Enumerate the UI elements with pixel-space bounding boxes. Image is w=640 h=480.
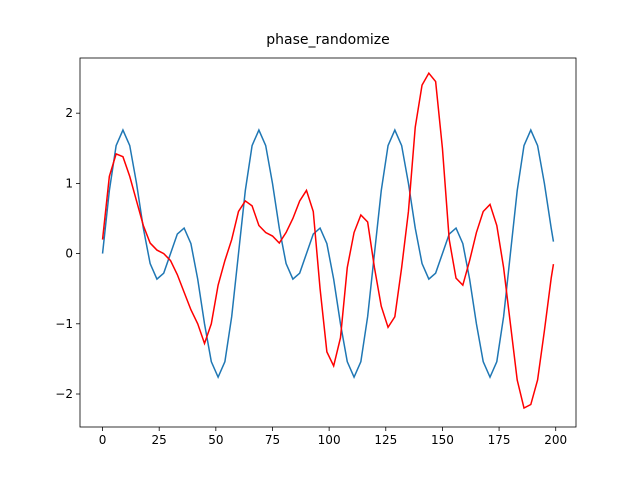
x-tick-label: 100	[318, 433, 341, 447]
x-tick-label: 50	[208, 433, 223, 447]
x-tick-label: 75	[265, 433, 280, 447]
y-tick-label: −1	[55, 317, 73, 331]
x-tick-label: 150	[431, 433, 454, 447]
y-tick-label: 1	[65, 176, 73, 190]
y-tick-label: 0	[65, 247, 73, 261]
x-tick-label: 0	[99, 433, 107, 447]
line-series	[101, 128, 555, 380]
line-series	[101, 71, 555, 410]
x-tick-label: 25	[152, 433, 167, 447]
y-tick-label: 2	[65, 106, 73, 120]
y-tick-label: −2	[55, 387, 73, 401]
x-tick-label: 175	[488, 433, 511, 447]
x-tick-label: 125	[374, 433, 397, 447]
x-tick-label: 200	[544, 433, 567, 447]
axes-frame	[79, 57, 577, 428]
chart-title: phase_randomize	[266, 32, 389, 48]
